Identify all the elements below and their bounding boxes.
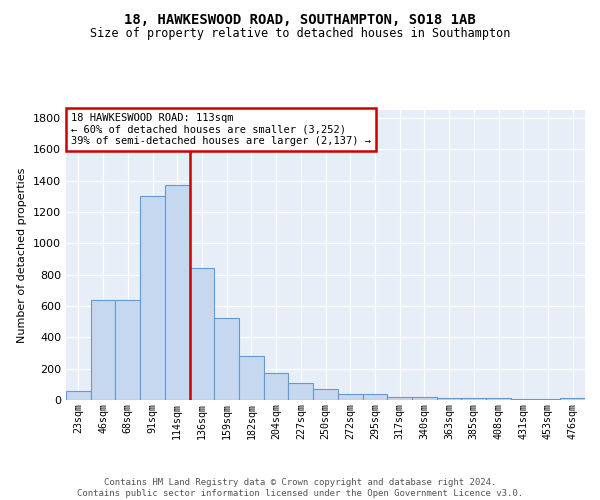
Bar: [66, 390, 91, 400]
Bar: [536, 399, 560, 400]
Bar: [338, 394, 362, 400]
Bar: [461, 398, 486, 400]
Bar: [190, 268, 214, 400]
Bar: [214, 318, 239, 400]
Y-axis label: Number of detached properties: Number of detached properties: [17, 168, 28, 342]
Text: Contains HM Land Registry data © Crown copyright and database right 2024.
Contai: Contains HM Land Registry data © Crown c…: [77, 478, 523, 498]
Bar: [115, 300, 140, 400]
Bar: [289, 383, 313, 400]
Bar: [264, 372, 289, 400]
Bar: [165, 185, 190, 400]
Bar: [412, 397, 437, 400]
Bar: [511, 399, 536, 400]
Text: Size of property relative to detached houses in Southampton: Size of property relative to detached ho…: [90, 26, 510, 40]
Bar: [239, 356, 264, 400]
Text: 18, HAWKESWOOD ROAD, SOUTHAMPTON, SO18 1AB: 18, HAWKESWOOD ROAD, SOUTHAMPTON, SO18 1…: [124, 12, 476, 26]
Bar: [486, 398, 511, 400]
Bar: [313, 389, 338, 400]
Bar: [387, 397, 412, 400]
Bar: [362, 394, 387, 400]
Bar: [140, 196, 165, 400]
Bar: [560, 398, 585, 400]
Bar: [91, 300, 115, 400]
Text: 18 HAWKESWOOD ROAD: 113sqm
← 60% of detached houses are smaller (3,252)
39% of s: 18 HAWKESWOOD ROAD: 113sqm ← 60% of deta…: [71, 113, 371, 146]
Bar: [437, 398, 461, 400]
